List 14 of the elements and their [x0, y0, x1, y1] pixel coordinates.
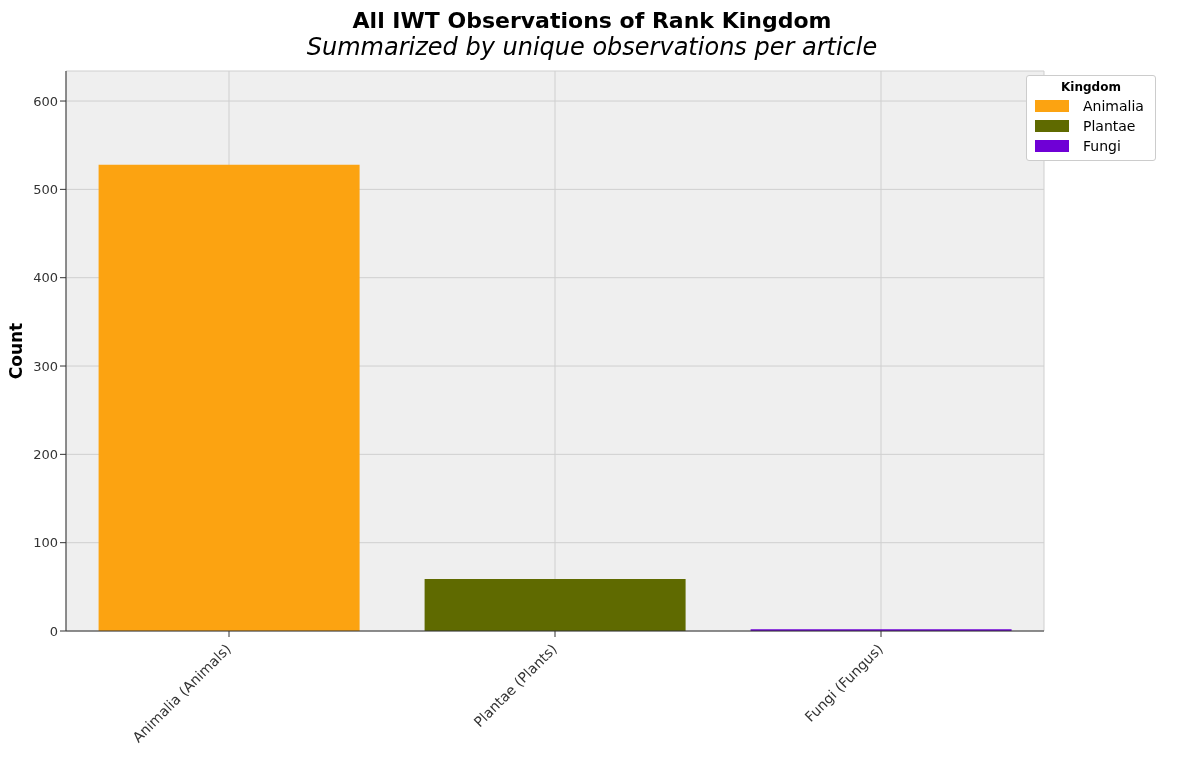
- y-tick-label: 400: [33, 270, 58, 286]
- legend-label: Plantae: [1083, 117, 1136, 136]
- legend-label: Fungi: [1083, 137, 1121, 156]
- y-tick-label: 200: [33, 446, 58, 462]
- chart-subtitle: Summarized by unique observations per article: [305, 33, 879, 61]
- legend-title: Kingdom: [1060, 80, 1122, 94]
- y-tick-label: 300: [33, 358, 58, 374]
- legend-label: Animalia: [1083, 97, 1144, 116]
- y-axis-title: Count: [6, 322, 27, 380]
- y-tick-label: 500: [33, 181, 58, 197]
- y-tick-label: 600: [33, 93, 58, 109]
- y-tick-label: 100: [33, 535, 58, 551]
- chart-title: All IWT Observations of Rank Kingdom: [351, 8, 833, 33]
- y-tick-label: 0: [49, 623, 58, 639]
